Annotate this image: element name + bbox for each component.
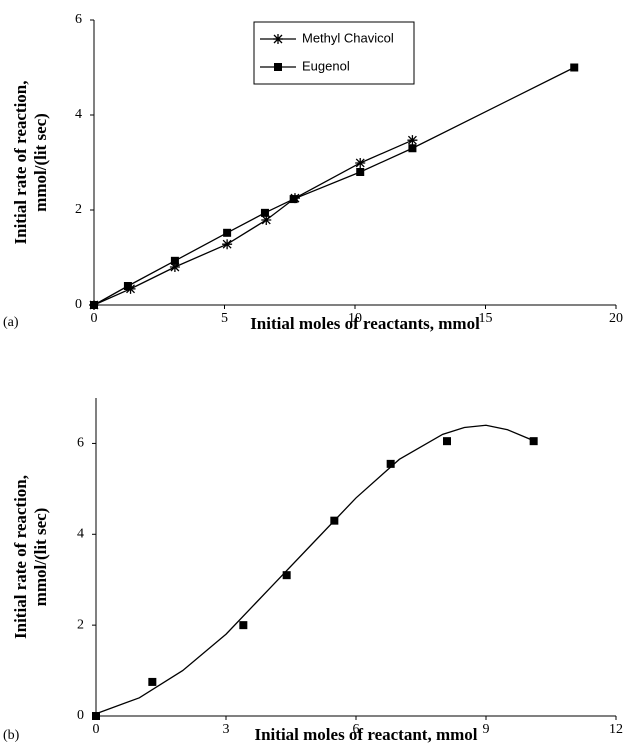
legend-label: Methyl Chavicol bbox=[302, 30, 394, 45]
x-tick-label: 0 bbox=[93, 722, 100, 737]
square-marker bbox=[223, 228, 232, 237]
square-marker bbox=[443, 437, 451, 446]
x-axis-label: Initial moles of reactant, mmol bbox=[254, 725, 477, 744]
x-tick-label: 12 bbox=[609, 722, 623, 737]
legend-marker bbox=[273, 34, 283, 44]
panel-label: (b) bbox=[3, 728, 20, 743]
y-tick-label: 4 bbox=[75, 107, 82, 122]
legend-label: Eugenol bbox=[302, 58, 350, 73]
square-marker bbox=[260, 208, 269, 217]
y-tick-label: 2 bbox=[77, 617, 84, 632]
y-tick-label: 0 bbox=[75, 297, 82, 312]
asterisk-marker bbox=[407, 135, 418, 146]
y-axis-label: mmol/(lit sec) bbox=[31, 508, 50, 607]
square-marker bbox=[356, 168, 365, 176]
square-marker bbox=[239, 621, 248, 630]
x-tick-label: 6 bbox=[353, 722, 360, 737]
legend-box bbox=[253, 21, 415, 85]
x-tick-label: 10 bbox=[348, 311, 362, 326]
y-tick-label: 0 bbox=[77, 708, 84, 723]
x-axis-label: Initial moles of reactants, mmol bbox=[250, 314, 480, 333]
square-marker bbox=[148, 677, 157, 686]
square-marker bbox=[570, 63, 579, 72]
y-tick-label: 6 bbox=[75, 12, 82, 27]
x-tick-label: 15 bbox=[479, 311, 493, 326]
x-tick-label: 5 bbox=[221, 311, 228, 326]
panel-label: (a) bbox=[3, 315, 19, 330]
asterisk-marker bbox=[222, 239, 233, 250]
x-tick-label: 0 bbox=[91, 311, 98, 326]
square-marker bbox=[90, 301, 98, 309]
square-marker bbox=[408, 144, 417, 153]
x-tick-label: 9 bbox=[483, 722, 490, 737]
y-axis-label: Initial rate of reaction, bbox=[11, 81, 30, 245]
y-tick-label: 4 bbox=[77, 527, 84, 542]
series-line bbox=[93, 139, 413, 306]
square-marker bbox=[289, 195, 298, 204]
y-tick-label: 2 bbox=[75, 202, 82, 217]
asterisk-marker bbox=[355, 157, 366, 168]
y-axis-label: mmol/(lit sec) bbox=[31, 113, 50, 212]
x-tick-label: 20 bbox=[609, 311, 623, 326]
x-tick-label: 3 bbox=[223, 722, 230, 737]
series-line bbox=[93, 66, 575, 306]
square-marker bbox=[92, 712, 100, 720]
asterisk-marker bbox=[169, 262, 180, 272]
legend-marker bbox=[274, 63, 282, 71]
fit-curve bbox=[95, 424, 534, 715]
y-axis-label: Initial rate of reaction, bbox=[11, 475, 30, 639]
square-marker bbox=[282, 571, 291, 580]
y-tick-label: 6 bbox=[77, 436, 84, 451]
square-marker bbox=[170, 256, 179, 265]
square-marker bbox=[386, 459, 395, 468]
square-marker bbox=[123, 282, 132, 290]
asterisk-marker bbox=[261, 214, 272, 225]
